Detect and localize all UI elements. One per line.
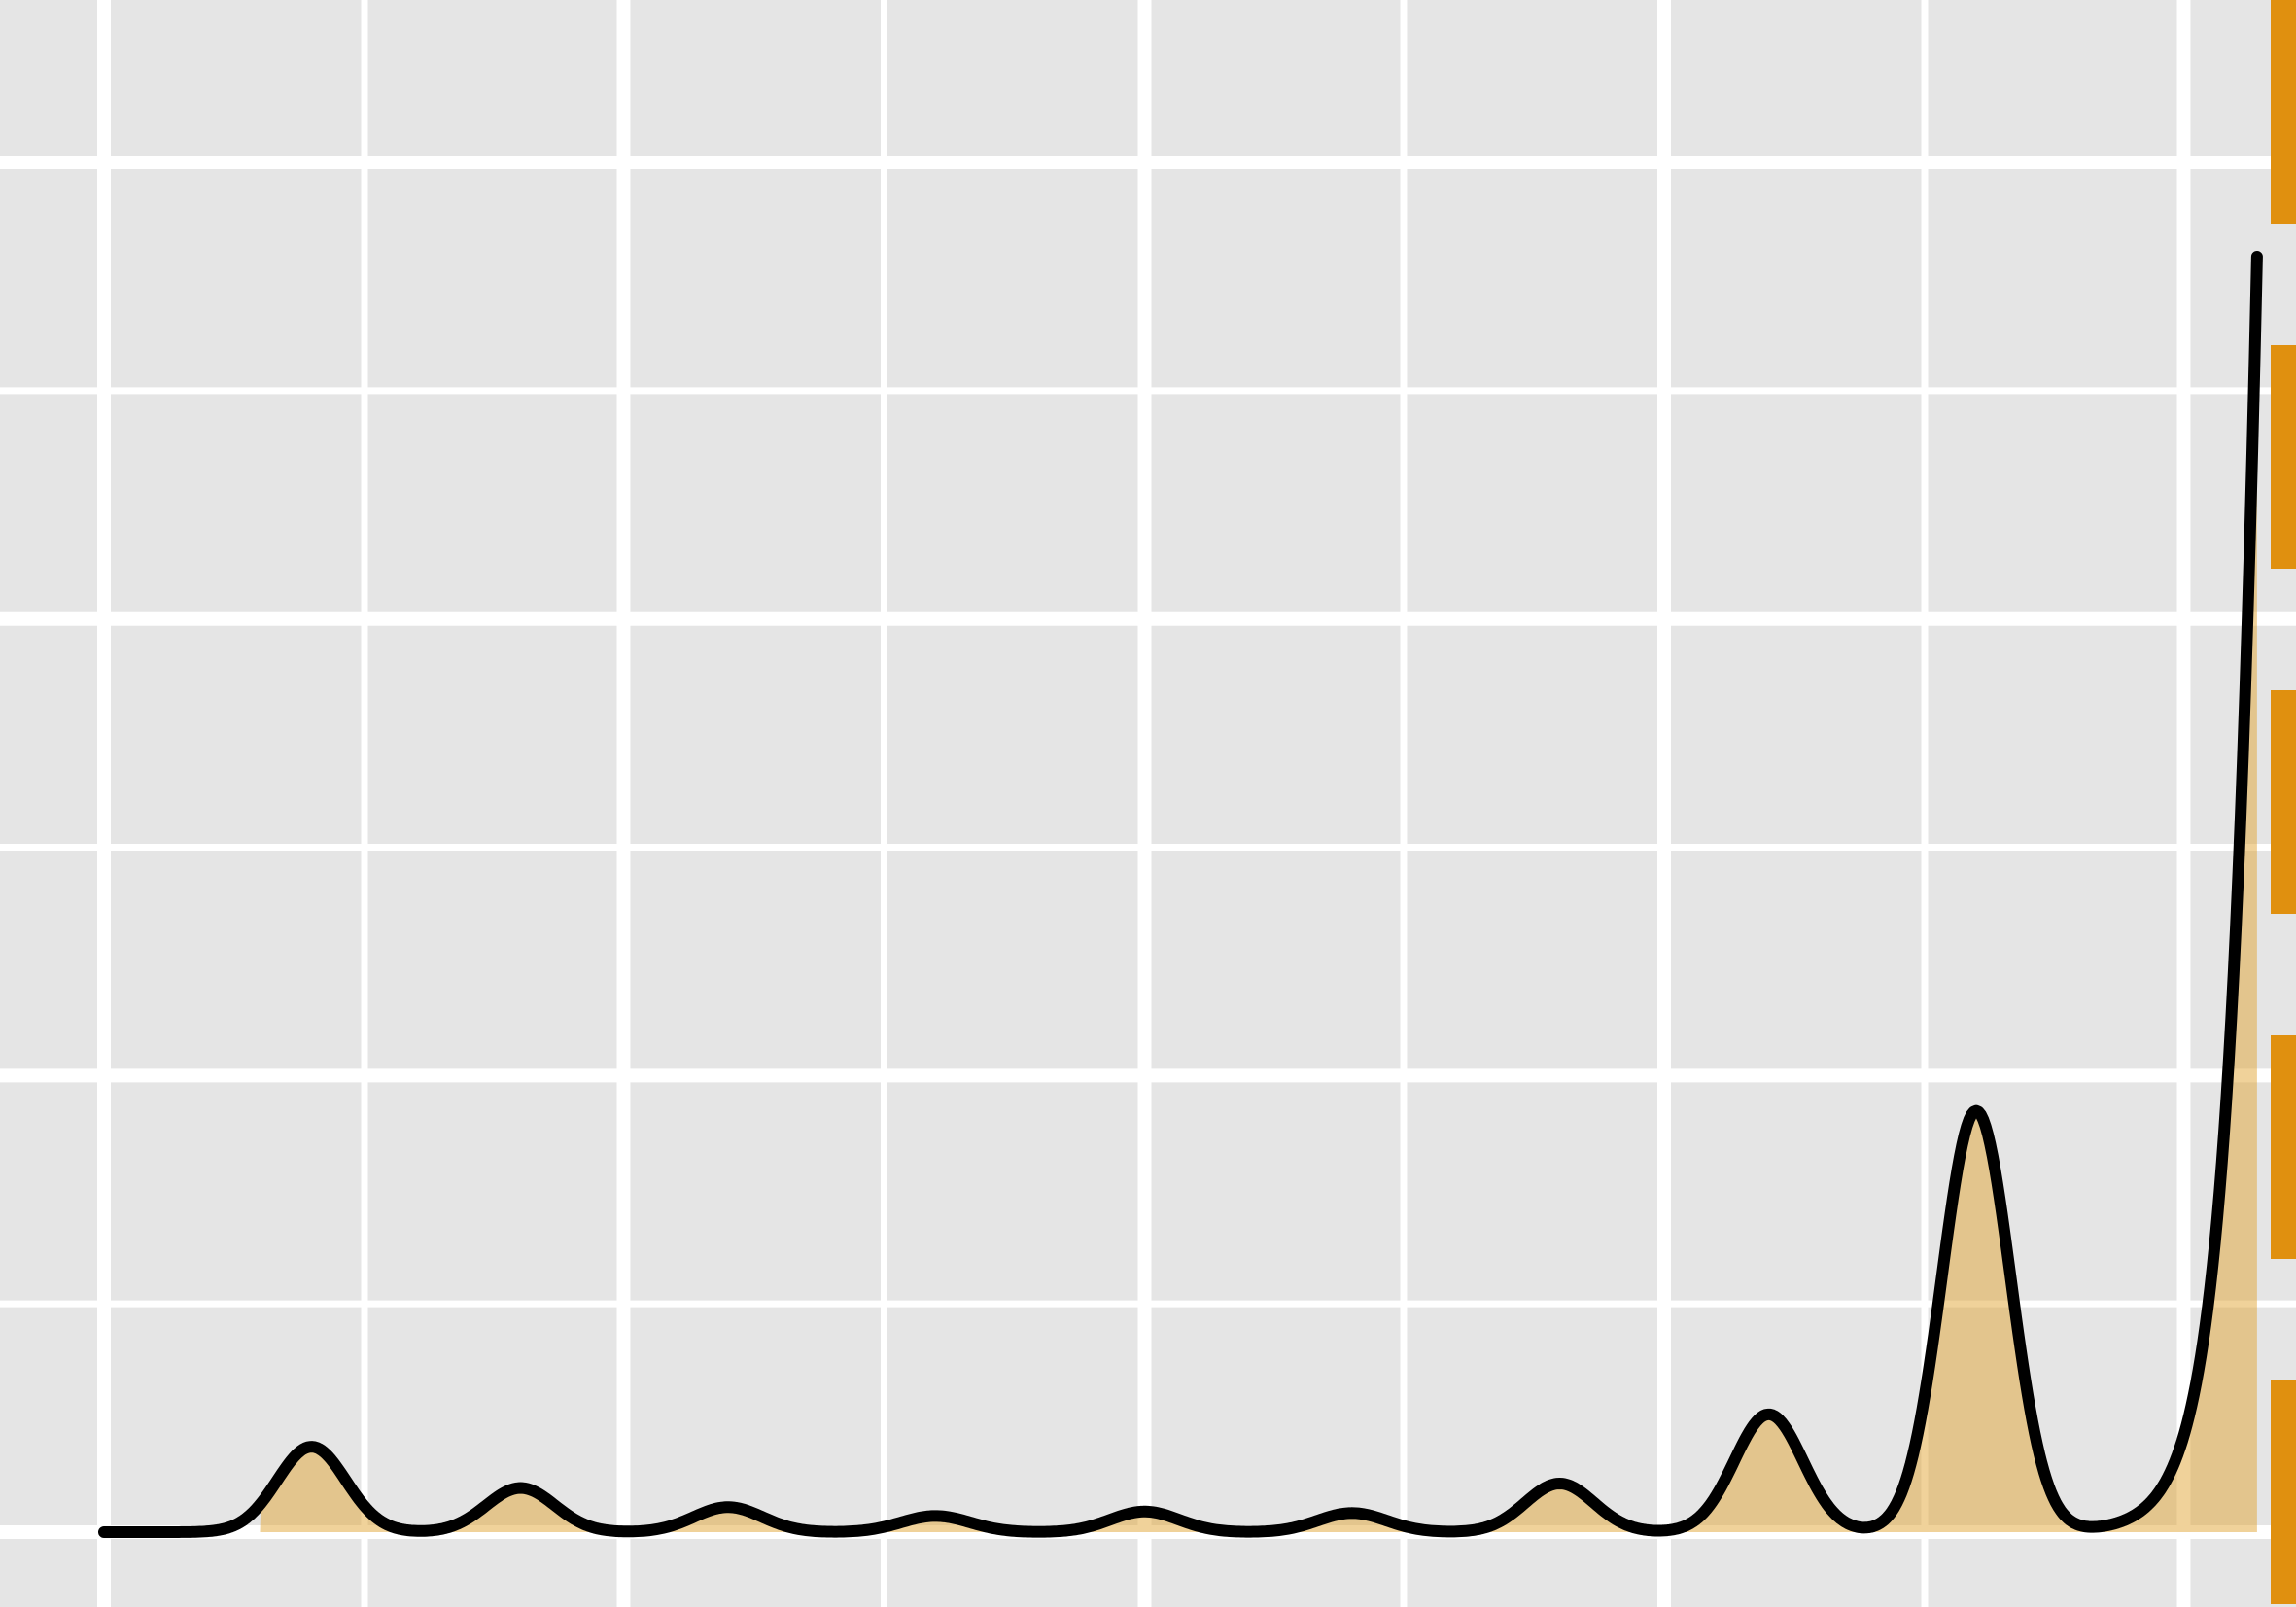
line-layer xyxy=(98,251,2263,1538)
density-line xyxy=(98,251,2263,1538)
